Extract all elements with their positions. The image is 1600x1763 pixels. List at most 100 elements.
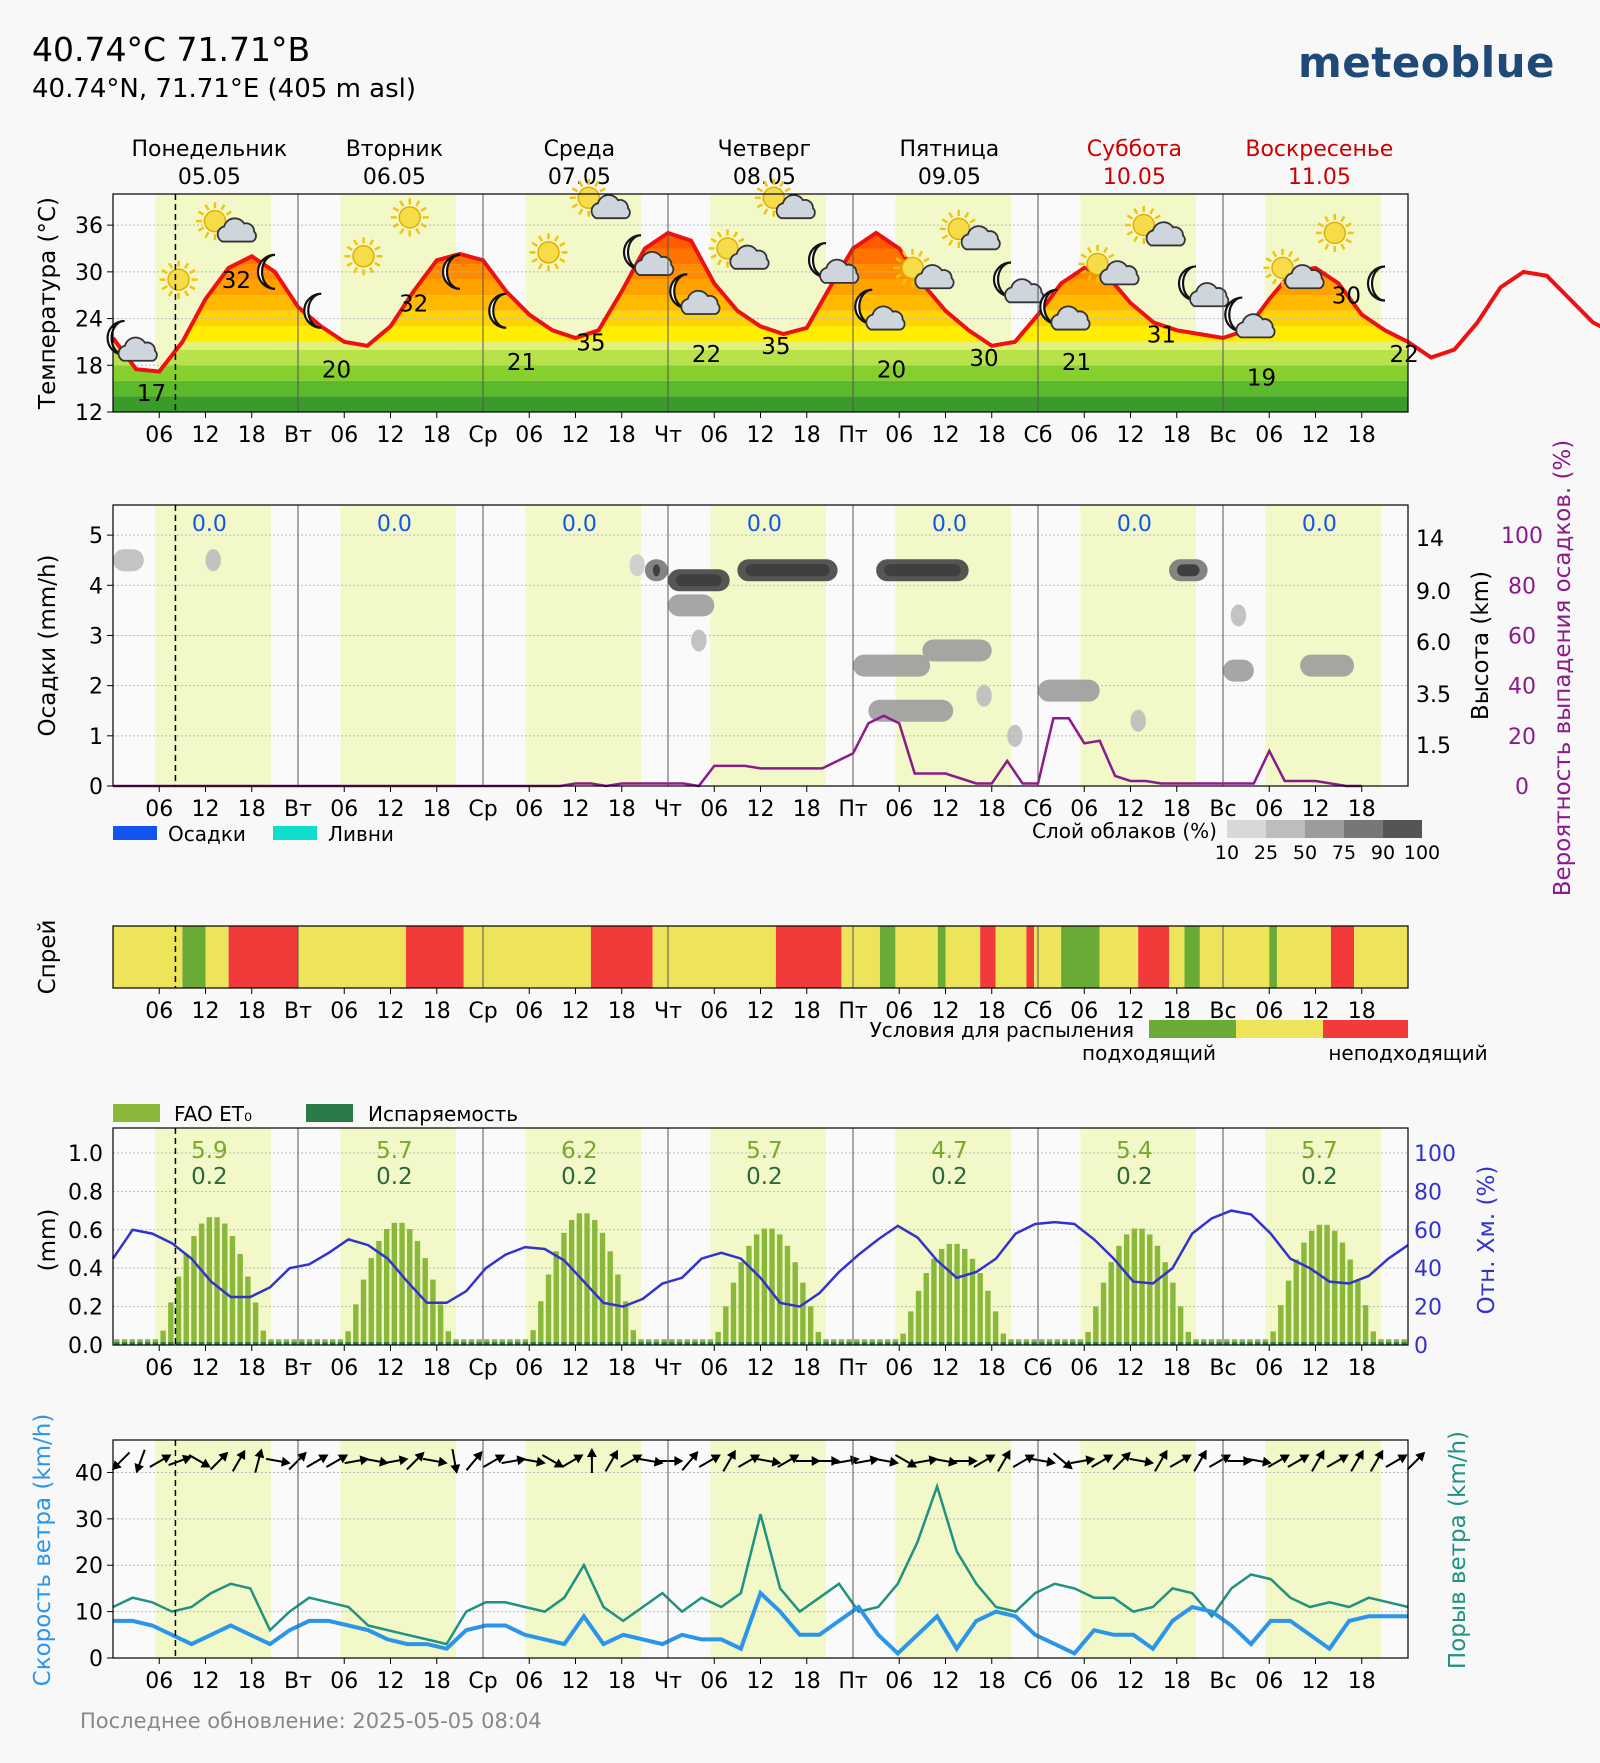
evap-bar [1401, 1342, 1407, 1345]
day-name: Среда [544, 137, 616, 162]
humidity-tick-label: 60 [1414, 1219, 1442, 1244]
wind-direction-arrow [209, 1451, 229, 1471]
wind-direction-arrow [894, 1454, 918, 1468]
evap-bar [746, 1342, 752, 1345]
temperature-max-label: 30 [969, 346, 998, 372]
arrow-head [161, 1454, 172, 1464]
wind-direction-arrow [1154, 1449, 1168, 1472]
evap-bar [1301, 1342, 1307, 1345]
fao-bar [1054, 1339, 1060, 1345]
fao-bar [761, 1228, 768, 1345]
temperature-axis-label: Температура (°C) [35, 197, 61, 410]
cloud-shape [960, 225, 1001, 251]
spray-segment [1026, 926, 1035, 988]
fao-bar [992, 1311, 999, 1345]
fao-bar [576, 1213, 583, 1345]
spray-panel-x-tick-label: 12 [1302, 999, 1330, 1024]
evap-bar [276, 1342, 282, 1345]
arrow-head [553, 1458, 564, 1468]
fao-bar [730, 1282, 737, 1345]
spray-panel-x-day-label: Вт [284, 999, 312, 1024]
sun-ray [225, 210, 232, 216]
spray-segment [1354, 926, 1408, 988]
moon-cloud-icon [992, 261, 1045, 304]
temperature-panel-x-tick-label: 18 [793, 423, 821, 448]
evap-panel-x-tick-label: 12 [932, 1356, 960, 1381]
wind-panel-daylight-band [525, 1440, 642, 1658]
arrow-head [472, 1451, 483, 1462]
evap-bar [1008, 1342, 1014, 1345]
temperature-panel-x-tick-label: 12 [562, 423, 590, 448]
fao-bar [1154, 1245, 1161, 1345]
sun-ray [1108, 253, 1115, 259]
sun-disc [947, 217, 971, 241]
evap-panel-x-tick-label: 12 [377, 1356, 405, 1381]
wind-direction-arrow [854, 1455, 880, 1466]
evap-panel-x-tick-label: 06 [330, 1356, 358, 1381]
evap-bar [1254, 1342, 1261, 1345]
fao-bar [815, 1331, 822, 1345]
spray-segment [228, 926, 298, 988]
evap-panel-daylight-band [1080, 1128, 1197, 1345]
wind-direction-arrow [231, 1449, 246, 1472]
fao-bar [692, 1339, 698, 1345]
evap-bar [877, 1342, 883, 1345]
fao-bar [676, 1339, 683, 1345]
evap-bar [522, 1342, 529, 1345]
evap-bar [1170, 1342, 1176, 1345]
fao-bar [630, 1330, 637, 1345]
cloud-layer [1130, 709, 1146, 732]
fao-daily-total: 5.7 [376, 1138, 413, 1164]
precipitation-panel-x-tick-label: 06 [1070, 797, 1098, 822]
evap-bar [584, 1342, 590, 1345]
wind-direction-arrow [1369, 1449, 1384, 1472]
meteoblue-logo[interactable]: meteoblue [1298, 38, 1556, 87]
evap-bar [1278, 1342, 1284, 1345]
arrow-head [586, 1448, 597, 1457]
probability-tick-label: 100 [1501, 524, 1543, 549]
evap-bar [299, 1342, 305, 1345]
cloud-shape [1235, 313, 1276, 339]
temperature-panel-x-tick-label: 18 [238, 423, 266, 448]
fao-bar [1069, 1339, 1076, 1345]
arrow-head [1374, 1449, 1384, 1461]
fao-bar [468, 1339, 475, 1345]
sun-ray [374, 245, 381, 251]
fao-bar [846, 1339, 852, 1345]
precipitation-panel-x-day-label: Вт [284, 797, 312, 822]
arrow-head [318, 1454, 329, 1464]
moon-cloud-icon [854, 288, 906, 331]
gust-line [112, 1482, 1409, 1646]
evap-bar [391, 1342, 398, 1345]
temperature-max-label: 35 [761, 334, 790, 360]
last-updated: Последнее обновление: 2025-05-05 08:04 [80, 1709, 542, 1733]
sun-ray [594, 180, 600, 188]
evap-panel-x-tick-label: 18 [793, 1356, 821, 1381]
wind-direction-arrow [561, 1454, 584, 1468]
evap-bar [900, 1342, 906, 1345]
temperature-panel-x-tick-label: 06 [330, 423, 358, 448]
precipitation-y-tick-label: 1 [89, 725, 103, 750]
evap-bar [1139, 1342, 1145, 1345]
wind-direction-arrow [344, 1455, 370, 1466]
spray-legend-good-label: подходящий [1082, 1041, 1216, 1065]
spray-panel-x-tick-label: 18 [608, 999, 636, 1024]
evap-panel-x-tick-label: 06 [1255, 1356, 1283, 1381]
evap-bar [715, 1342, 721, 1345]
fao-bar [892, 1339, 899, 1345]
spray-panel-x-tick-label: 18 [423, 999, 451, 1024]
evap-bar [1370, 1342, 1377, 1345]
precipitation-panel-x-tick-label: 18 [608, 797, 636, 822]
fao-bar [715, 1331, 721, 1345]
evap-bar [345, 1342, 351, 1345]
sun-ray [1265, 273, 1272, 279]
sun-ray [763, 208, 769, 215]
evap-bar [1293, 1342, 1299, 1345]
temperature-y-tick-label: 30 [75, 261, 103, 286]
spray-panel-x-day-label: Вс [1209, 999, 1236, 1024]
precipitation-y-tick-label: 4 [89, 574, 103, 599]
temperature-min-label: 21 [507, 350, 536, 376]
fao-bar [1347, 1259, 1353, 1345]
spray-panel-x-tick-label: 06 [700, 999, 728, 1024]
wind-direction-arrow [1227, 1456, 1253, 1467]
